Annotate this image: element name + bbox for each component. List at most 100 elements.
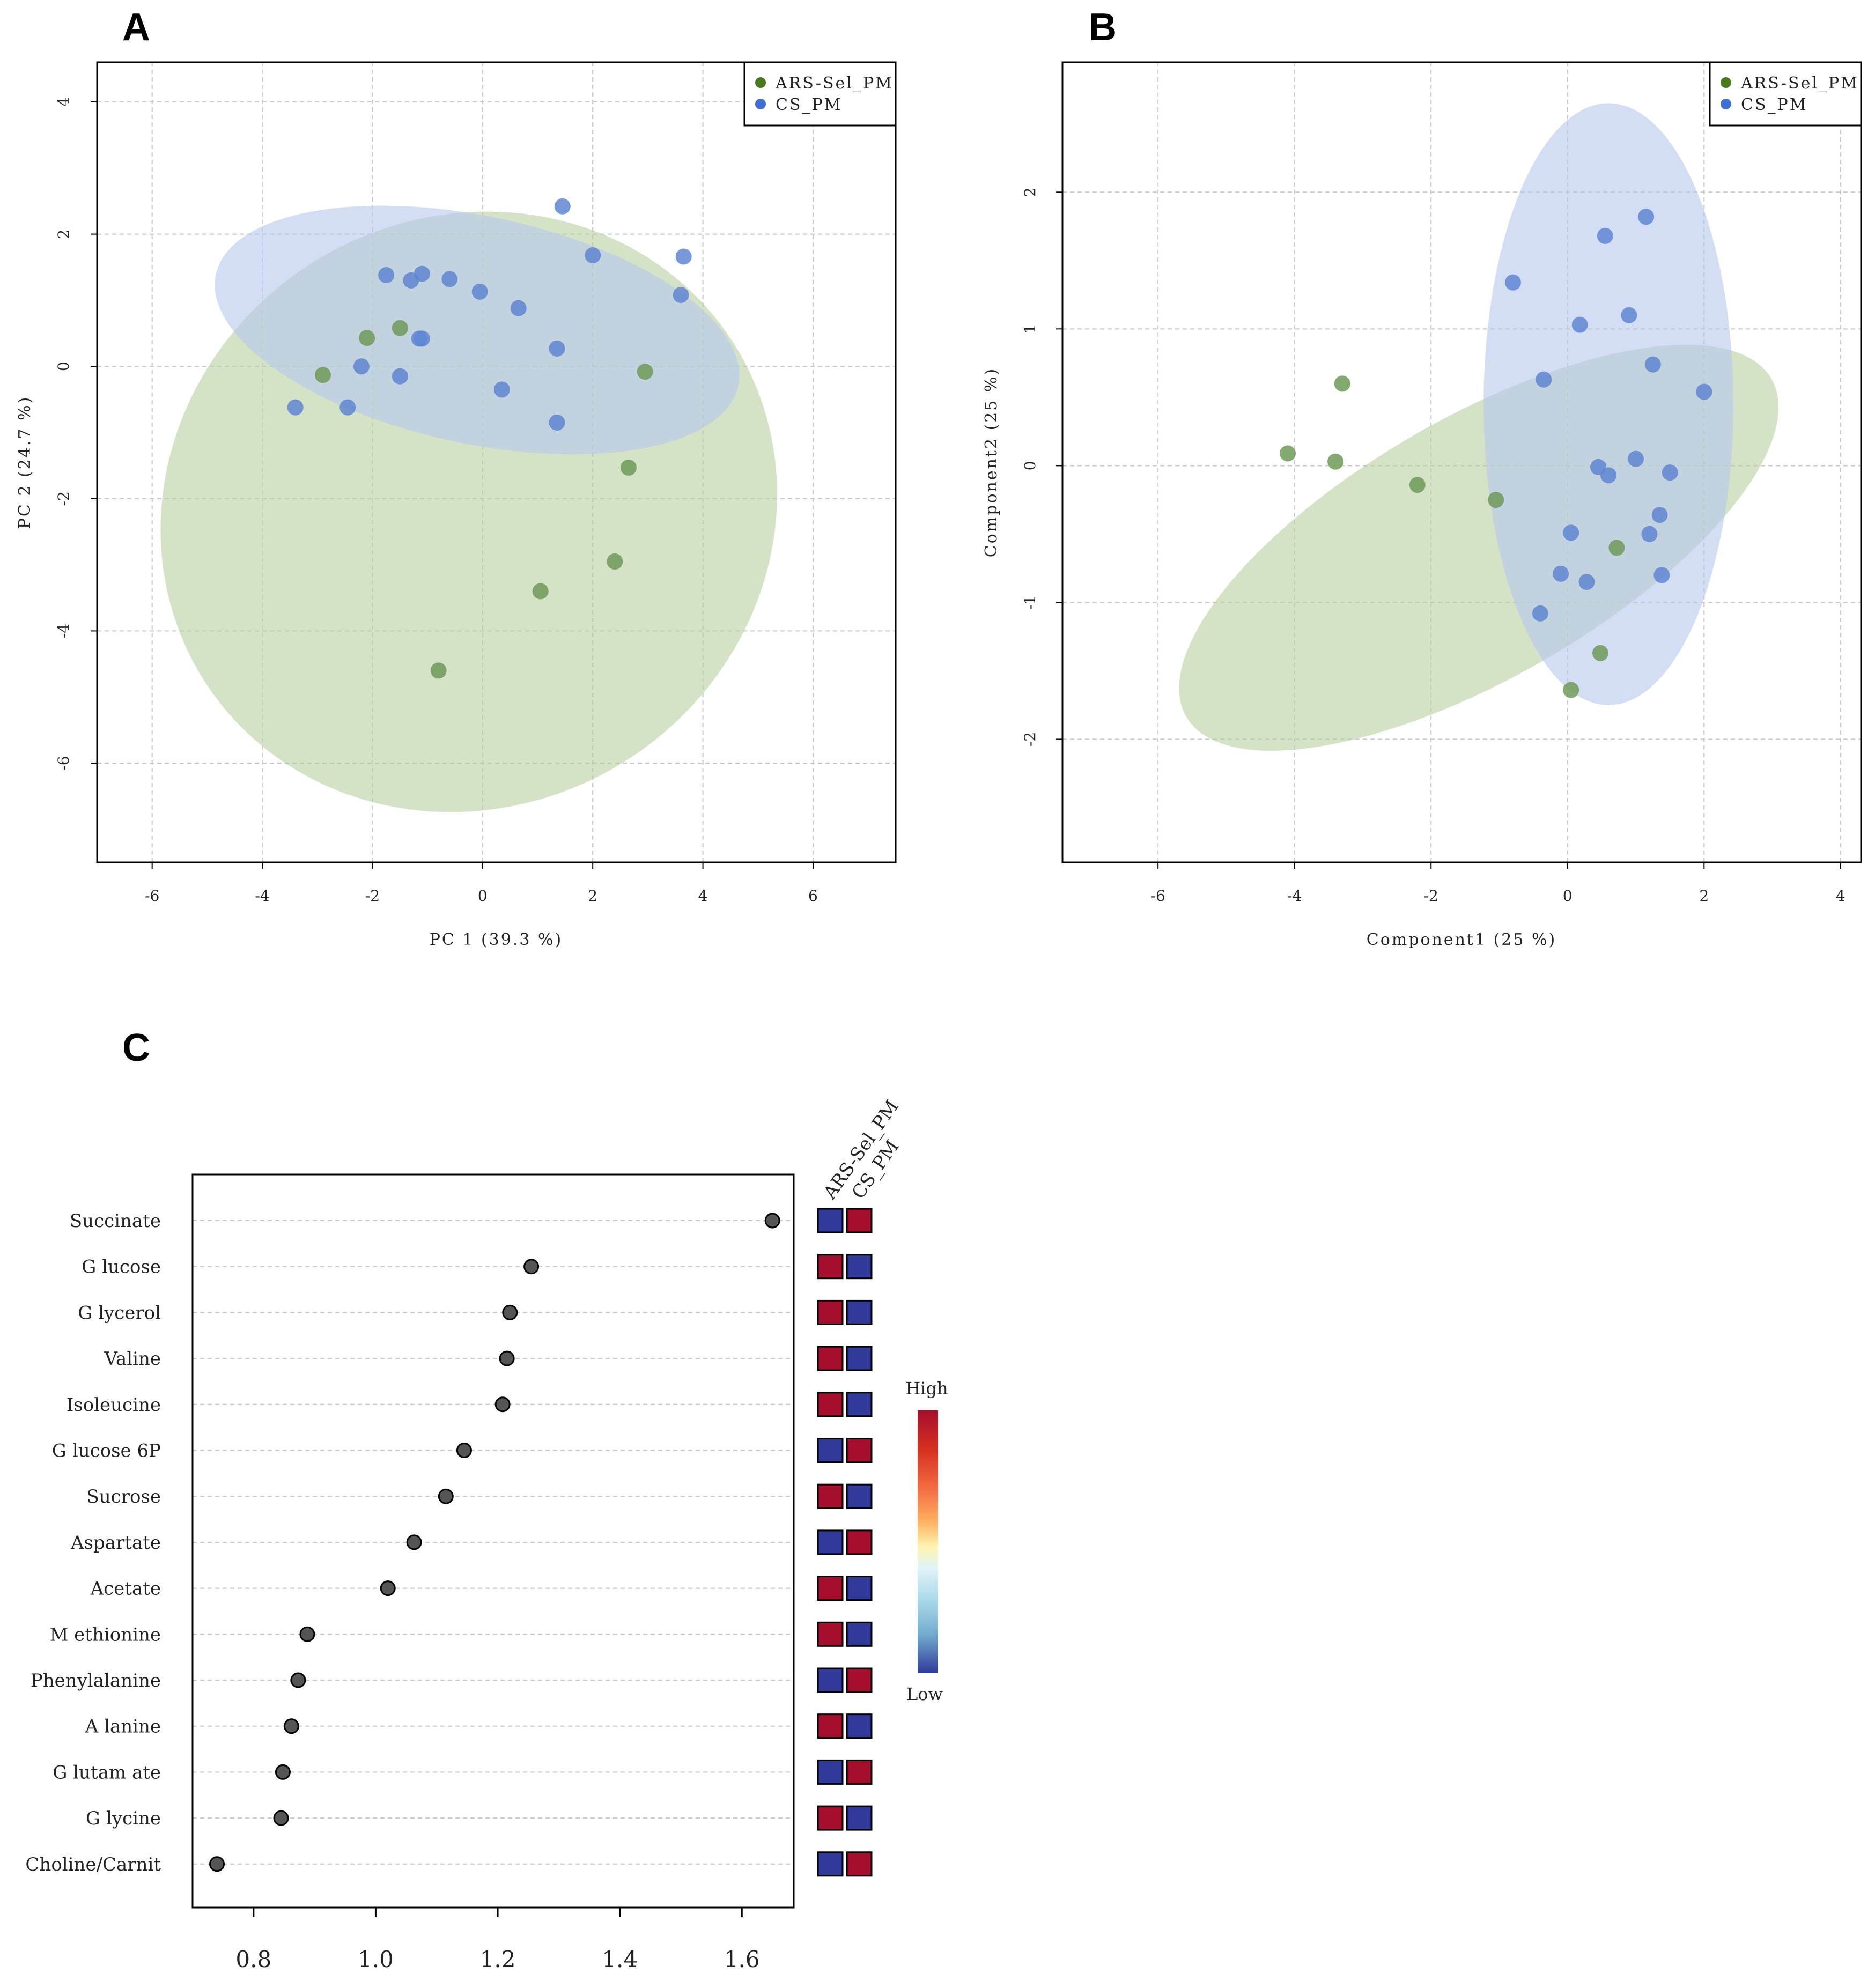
metabolite-label: G lycine [86,1808,161,1829]
panel-label-c: C [122,1026,150,1069]
heatmap-cell-cs [846,1392,873,1417]
data-point-cs [1536,371,1552,388]
heatmap-cell-cs [846,1208,873,1233]
data-point-cs [1553,565,1569,582]
heatmap-cell-ars [817,1529,844,1555]
y-tick-label: -4 [55,624,72,638]
y-tick-label: 2 [1021,187,1039,197]
legend-label-cs: CS_PM [776,95,842,114]
data-point-cs [1644,356,1661,373]
panel-b-legend-box [1709,61,1862,127]
heatmap-cell-cs [846,1576,873,1601]
heatmap-cell-ars [817,1208,844,1233]
metabolite-label: G lutam ate [53,1762,161,1783]
y-tick-label: 1 [1021,324,1039,334]
x-tick-label: 1.0 [358,1946,394,1972]
data-point-cs [287,399,304,416]
heatmap-cell-cs [846,1805,873,1831]
heatmap-cell-ars [817,1667,844,1693]
data-point-cs [675,248,692,265]
data-point-ars [1608,540,1625,556]
x-tick-label: 4 [698,887,708,905]
y-tick-label: 0 [55,361,72,371]
heatmap-cell-cs [846,1254,873,1280]
panel-b-ticks: -6 -4 -2 0 2 4 -2 -1 0 1 2 [1021,187,1846,905]
vip-score-panel: Succinate G lucose G lycerol Valine Isoleuci… [25,1096,948,1972]
data-point-cs [510,300,527,316]
vip-score-dot [764,1213,780,1229]
data-point-cs [339,399,356,416]
vip-score-dot [283,1718,299,1734]
data-point-ars [1488,492,1504,508]
y-tick-label: -6 [55,756,72,770]
heatmap-cell-cs [846,1621,873,1647]
metabolite-label: Acetate [90,1578,161,1600]
data-point-cs [1563,524,1579,541]
data-point-cs [1662,464,1678,481]
vip-score-dot [273,1810,289,1826]
x-tick-label: 0 [478,887,488,905]
confidence-ellipse-cs [1483,103,1734,705]
panel-b-frame [1061,61,1862,863]
x-tick-label: 1.4 [602,1946,638,1972]
heatmap-cell-cs [846,1759,873,1785]
data-point-ars [1334,375,1350,392]
data-point-ars [430,662,447,679]
heatmap-cell-ars [817,1851,844,1877]
data-point-ars [637,364,653,380]
x-tick-label: -6 [1151,887,1165,905]
data-point-ars [315,367,331,383]
data-point-cs [1651,507,1668,523]
data-point-cs [411,330,427,347]
vip-score-dot [523,1259,540,1275]
panel-label-b: B [1089,6,1117,49]
x-tick-label: -2 [1424,887,1438,905]
data-point-cs [1600,467,1617,484]
legend-marker-ars [1721,77,1731,88]
data-point-cs [585,247,601,264]
panel-c-frame [191,1173,795,1909]
data-point-cs [414,265,430,282]
color-scale-high-label: High [905,1378,948,1399]
heatmap-cell-ars [817,1805,844,1831]
panel-b-points [1279,209,1712,698]
vip-score-dot [494,1396,511,1413]
y-tick-label: 2 [55,230,72,239]
vip-score-dot [456,1443,472,1458]
vip-score-dot [275,1764,291,1780]
panel-a-ticks: -6 -4 -2 0 2 4 6 -6 -4 -2 0 2 4 [55,97,818,905]
metabolite-label: A lanine [85,1716,161,1738]
metabolite-label: M ethionine [50,1624,161,1645]
metabolite-label: G lycerol [78,1302,161,1324]
panel-a-frame [96,61,897,863]
heatmap-cell-cs [846,1483,873,1509]
data-point-cs [1628,450,1644,467]
y-tick-label: 0 [1021,461,1039,470]
data-point-ars [1279,445,1296,462]
legend-label-cs: CS_PM [1741,95,1807,114]
data-point-cs [554,198,571,215]
metabolite-label: Isoleucine [67,1394,161,1416]
panel-b-legend: ARS-Sel_PM CS_PM [1709,61,1862,127]
y-tick-label: -2 [55,491,72,506]
metabolite-label: Succinate [70,1210,161,1232]
data-point-ars [532,583,549,600]
panel-a-x-axis-title: PC 1 (39.3 %) [430,930,563,949]
data-point-cs [353,358,370,375]
y-tick-label: -1 [1021,595,1039,610]
panel-a-legend-box [743,61,897,127]
panel-a-y-axis-title: PC 2 (24.7 %) [16,396,34,529]
heatmap-cell-cs [846,1299,873,1325]
heatmap-cell-ars [817,1346,844,1371]
data-point-ars [1563,682,1579,698]
data-point-ars [620,459,637,476]
data-point-cs [378,267,395,284]
data-point-ars [607,553,623,570]
heatmap-cell-ars [817,1299,844,1325]
data-point-cs [1621,307,1637,323]
y-tick-label: 4 [55,97,72,107]
heatmap-cell-cs [846,1346,873,1371]
x-tick-label: 1.6 [724,1946,760,1972]
panel-c-heatmap [817,1208,873,1877]
